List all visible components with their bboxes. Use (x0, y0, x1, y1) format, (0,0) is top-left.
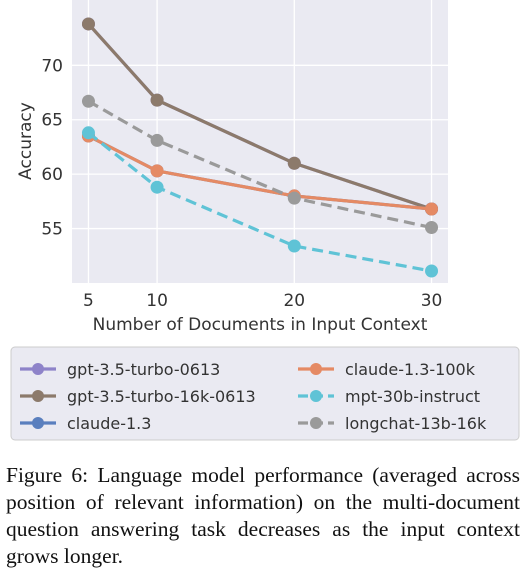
series-line-1 (87, 22, 433, 211)
series-line-3 (87, 134, 432, 211)
caption-text: Figure 6: Language model performance (av… (6, 463, 520, 568)
data-point (425, 264, 439, 278)
data-point (81, 94, 95, 108)
legend-label: claude-1.3-100k (345, 360, 476, 379)
legend-label: claude-1.3 (67, 414, 151, 433)
legend-swatch-marker (310, 417, 322, 429)
series-line-5 (87, 99, 432, 230)
series-line-4 (87, 131, 432, 273)
x-tick-label: 5 (83, 291, 94, 311)
legend-swatch-marker (32, 390, 44, 402)
y-axis-title: Accuracy (16, 102, 36, 180)
x-tick-label: 10 (146, 291, 168, 311)
legend-swatch-marker (310, 390, 322, 402)
legend-box (10, 346, 520, 441)
data-point (425, 202, 439, 216)
plot-background (72, 0, 448, 283)
legend-swatch-marker (32, 363, 44, 375)
data-point (287, 239, 301, 253)
data-point (81, 17, 95, 31)
y-tick-label: 60 (41, 165, 63, 185)
data-point (150, 164, 164, 178)
data-point (81, 126, 95, 140)
line-chart: 5 10 20 30 55 60 65 70 Number of Documents in I… (10, 0, 520, 441)
data-point (150, 133, 164, 147)
data-point (287, 191, 301, 205)
data-point (425, 220, 439, 234)
legend-swatch-marker (310, 363, 322, 375)
data-point (150, 180, 164, 194)
x-tick-label: 30 (421, 291, 443, 311)
legend-label: longchat-13b-16k (345, 414, 487, 433)
legend: gpt-3.5-turbo-0613 gpt-3.5-turbo-16k-0613… (10, 346, 520, 441)
x-tick-label: 20 (283, 291, 305, 311)
legend-label: gpt-3.5-turbo-16k-0613 (67, 387, 256, 406)
y-tick-label: 65 (41, 111, 63, 131)
x-axis-title: Number of Documents in Input Context (93, 315, 428, 335)
grid-lines (72, 0, 448, 283)
y-tick-label: 55 (41, 220, 63, 240)
data-point (287, 156, 301, 170)
y-tick-label: 70 (41, 56, 63, 76)
figure-caption: Figure 6: Language model performance (av… (6, 462, 520, 570)
legend-swatch-marker (32, 417, 44, 429)
tick-labels: 5 10 20 30 55 60 65 70 (41, 56, 442, 311)
legend-label: gpt-3.5-turbo-0613 (67, 360, 220, 379)
series-lines (81, 17, 439, 278)
data-point (150, 93, 164, 107)
legend-label: mpt-30b-instruct (345, 387, 480, 406)
